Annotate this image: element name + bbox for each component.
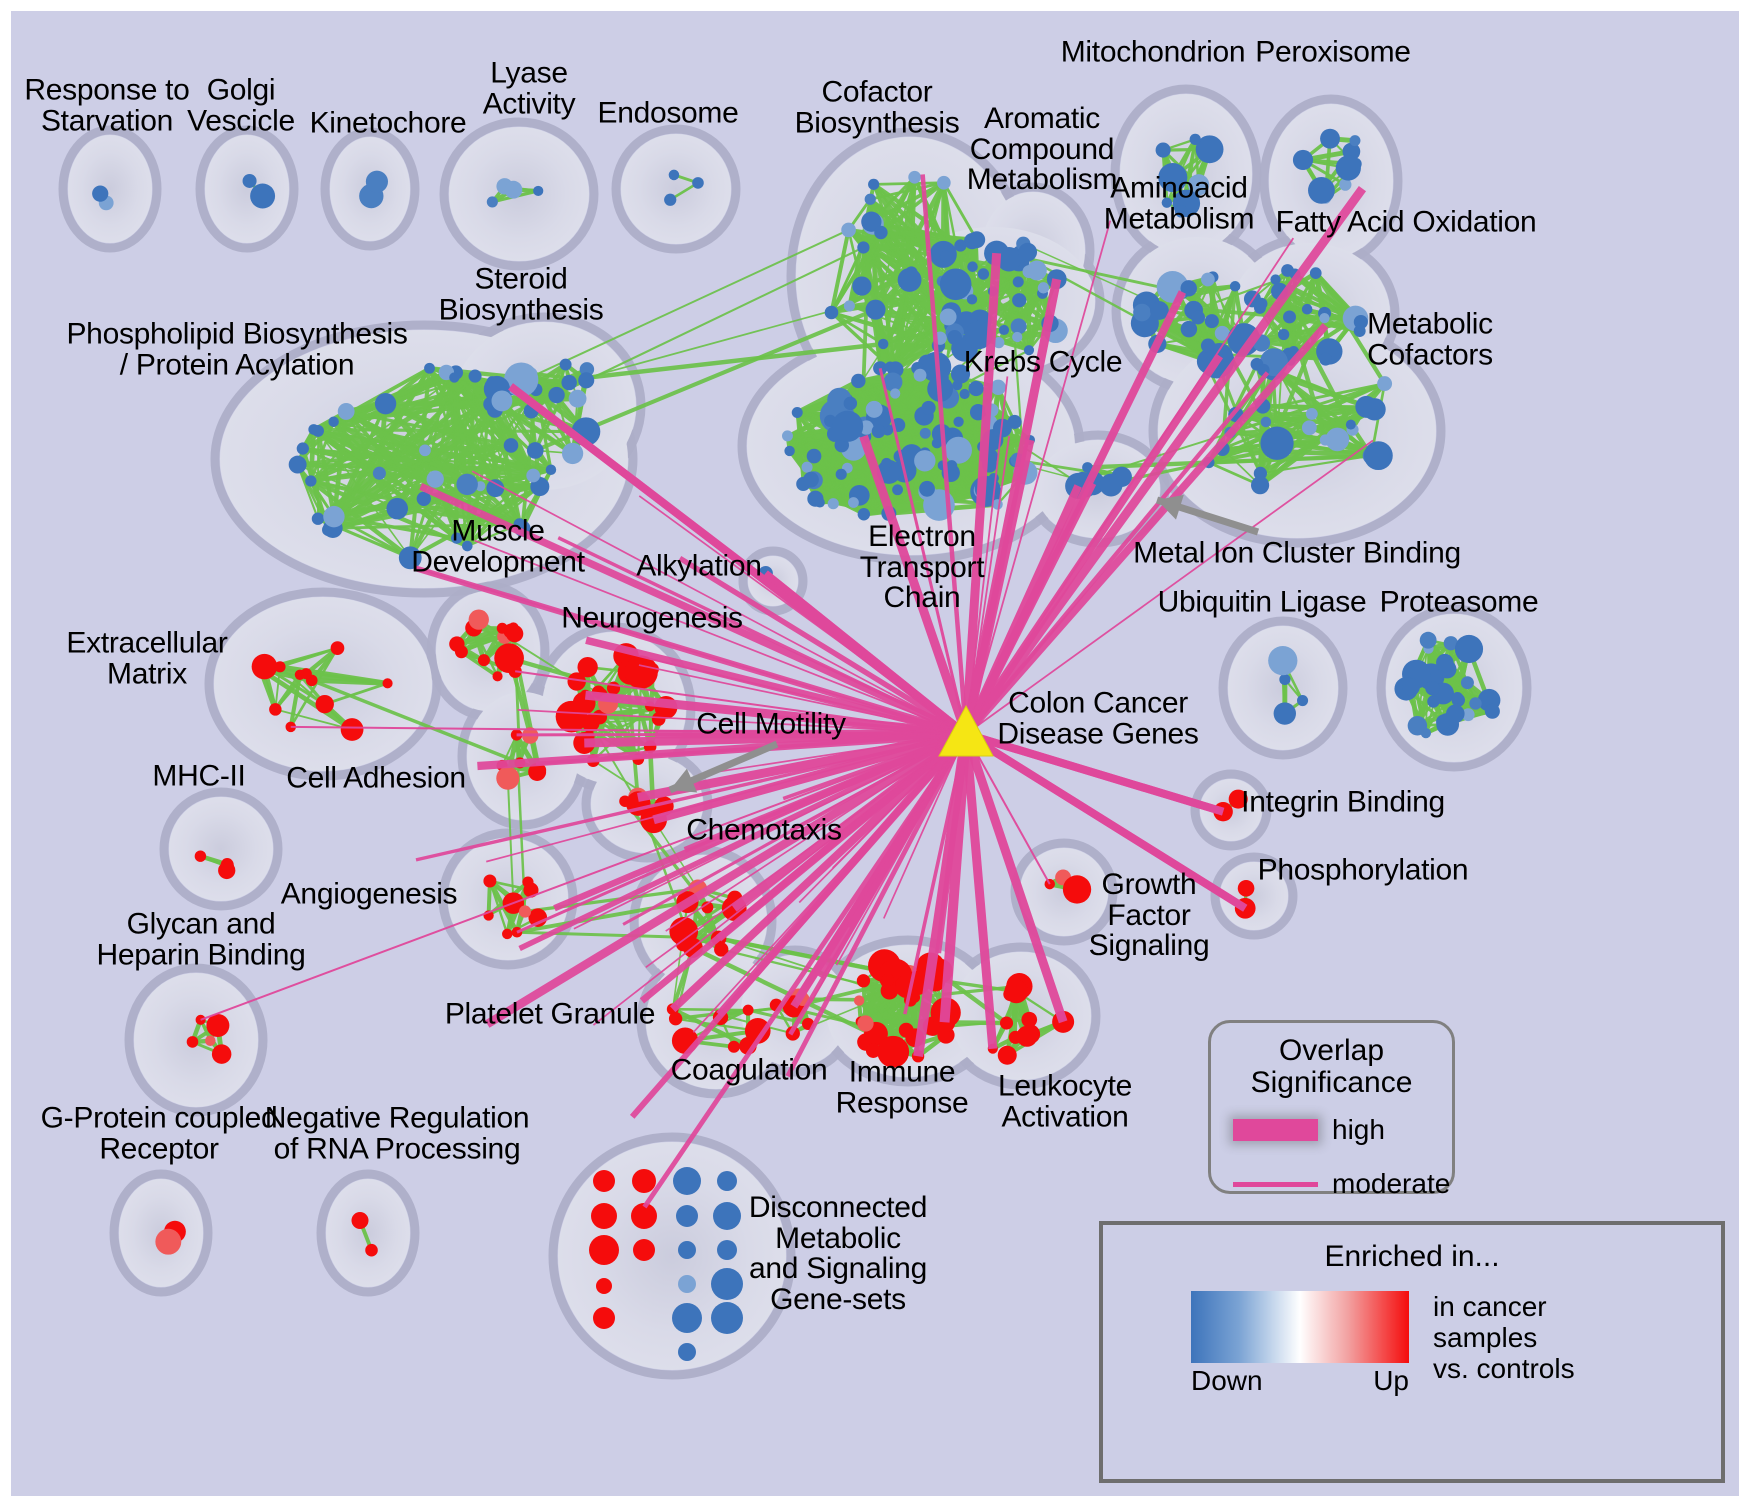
enrichment-side-text: in cancer samples vs. controls — [1433, 1290, 1575, 1385]
high-overlap-swatch — [1233, 1119, 1318, 1141]
enrichment-scale: Down Up — [1191, 1290, 1409, 1397]
network-graph — [58, 84, 1532, 1380]
enrichment-legend: Enriched in... Down Up in cancer samples… — [1099, 1221, 1725, 1483]
enrichment-legend-title: Enriched in... — [1324, 1240, 1500, 1273]
network-canvas: Response to Starvation Golgi Vescicle Kine… — [11, 11, 1739, 1496]
overlap-legend-title: Overlap Significance — [1250, 1034, 1413, 1099]
enrichment-down-label: Down — [1191, 1364, 1263, 1396]
moderate-overlap-swatch — [1233, 1181, 1318, 1187]
overlap-legend-moderate-row: moderate — [1233, 1168, 1452, 1200]
cell-motility-arrow — [668, 740, 779, 794]
moderate-overlap-label: moderate — [1332, 1168, 1451, 1199]
overlap-legend-high-row: high — [1233, 1114, 1452, 1146]
enrichment-up-label: Up — [1373, 1364, 1409, 1396]
colon-cancer-disease-genes-hub[interactable] — [938, 704, 994, 757]
metal-ion-cluster-binding-arrow — [1155, 494, 1260, 536]
high-overlap-label: high — [1332, 1114, 1385, 1145]
enrichment-gradient-bar — [1191, 1290, 1409, 1363]
overlap-significance-legend: Overlap Significance high moderate — [1208, 1020, 1455, 1199]
